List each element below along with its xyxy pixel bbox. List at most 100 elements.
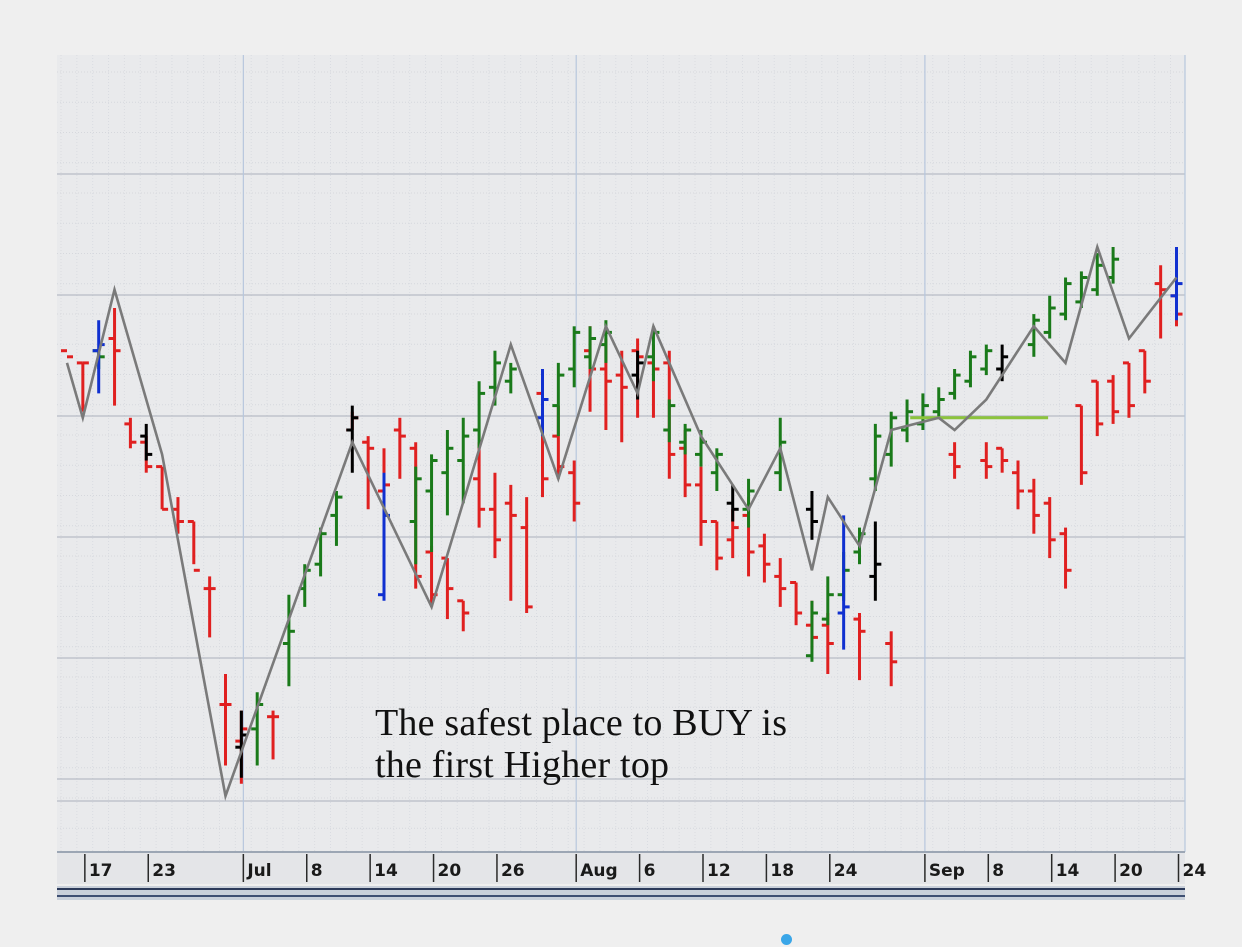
x-tick-label: 24 [1183,861,1207,881]
caption-line-1: The safest place to BUY is [375,702,788,744]
ohlc-bar [774,417,787,491]
ohlc-bar [203,576,216,638]
ohlc-bar [504,484,517,601]
ohlc-bar [885,631,898,687]
ohlc-bar [1091,379,1104,437]
ohlc-bar [869,521,882,601]
x-tick-label: 20 [1119,861,1143,881]
ohlc-bar [504,362,517,394]
x-tick-label: 26 [501,861,525,881]
ohlc-bar [869,423,882,491]
ohlc-bar [710,520,723,571]
minor-grid [57,55,1185,852]
ohlc-bar [1012,460,1024,510]
ohlc-bar [1043,295,1056,339]
ohlc-bar [108,308,121,406]
ohlc-bar [615,350,628,443]
ohlc-bar [679,423,692,455]
ohlc-bar [885,411,898,467]
ohlc-bar [552,362,565,437]
ohlc-bar [314,527,327,577]
x-tick-label: 14 [1056,861,1080,881]
ohlc-bar [774,558,787,607]
ohlc-bar [805,600,818,662]
ohlc-bar [932,387,945,418]
ohlc-bar [473,442,486,528]
ohlc-bar [758,533,771,583]
x-tick-label: 8 [311,861,323,881]
ohlc-bar [948,369,961,400]
ohlc-bar [901,399,914,443]
x-tick-label: 8 [992,861,1004,881]
ohlc-bar [568,460,581,522]
ohlc-bar [964,350,977,388]
ohlc-bar [821,576,834,626]
indicator-dot [781,934,792,945]
ohlc-bar [695,466,707,546]
ohlc-bar [805,491,818,540]
ohlc-bar [663,399,676,443]
ohlc-bar [837,515,850,650]
ohlc-bar [568,326,581,388]
ohlc-bar [710,448,723,491]
ohlc-bar [980,442,993,479]
x-tick-label: Jul [246,861,271,881]
ohlc-bar [1107,375,1120,424]
x-tick-label: 20 [438,861,462,881]
ohlc-bar [61,349,73,359]
ohlc-bar [1122,361,1135,418]
ohlc-bar [409,466,422,565]
ohlc-bar [996,446,1009,473]
ohlc-bar [520,497,533,613]
ohlc-bar [393,417,406,479]
ohlc-bar [1075,404,1088,485]
ohlc-bar [1170,247,1183,321]
ohlc-bar [457,599,470,632]
ohlc-bar [76,361,89,412]
ohlc-bar [1091,253,1104,296]
x-tick-label: Aug [580,861,617,881]
ohlc-bar [853,613,866,681]
ohlc-bar [124,417,137,449]
ohlc-bar [425,454,438,552]
ohlc-bar [282,594,295,687]
ohlc-bar [790,581,803,626]
ohlc-bar [1027,478,1040,534]
x-tick-label: 23 [152,861,176,881]
x-tick-label: Sep [929,861,965,881]
ohlc-bar [267,710,280,760]
ohlc-bar [156,465,169,511]
ohlc-bar [1059,527,1072,589]
ohlc-bar [187,520,200,572]
caption-line-2: the first Higher top [375,744,670,786]
ohlc-bar [980,344,993,376]
x-tick-label: 14 [374,861,398,881]
ohlc-bar [1043,497,1056,559]
ohlc-bar [346,405,359,473]
ohlc-bar [726,484,739,522]
x-tick-label: 24 [834,861,858,881]
ohlc-bar [219,674,232,766]
x-tick-label: 6 [644,861,656,881]
ohlc-bar [1138,349,1151,394]
ohlc-bar [948,442,961,479]
plot-background [57,55,1185,852]
zigzag-line [65,242,1178,801]
ohlc-bar [1027,314,1040,357]
x-axis-background [57,852,1185,884]
x-tick-label: 12 [707,861,731,881]
annotation-caption: The safest place to BUY is the first Hig… [375,702,787,786]
ohlc-bar [140,423,153,461]
x-tick-label: 18 [770,861,794,881]
x-tick-label: 17 [89,861,113,881]
ohlc-bar [473,381,486,449]
ohlc-bar [441,430,454,516]
ohlc-bar [330,491,343,546]
ohlc-bar [1059,277,1072,321]
ohlc-bar [488,472,501,559]
x-axis: 17 23 Jul 8 14 20 26 Aug 6 12 18 24 Sep 8 14 20 24 [84,854,1207,882]
ohlc-bars [61,247,1183,784]
ohlc-bar [457,417,470,504]
ohlc-bar [584,326,597,369]
